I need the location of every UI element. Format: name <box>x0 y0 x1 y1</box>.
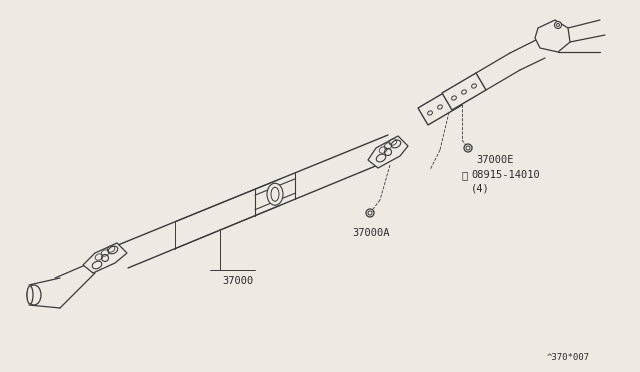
Ellipse shape <box>554 22 561 29</box>
Ellipse shape <box>428 111 433 115</box>
Ellipse shape <box>447 99 452 103</box>
Polygon shape <box>368 136 408 168</box>
Ellipse shape <box>391 140 401 148</box>
Ellipse shape <box>271 187 279 201</box>
Ellipse shape <box>461 90 467 94</box>
Ellipse shape <box>557 23 559 26</box>
Ellipse shape <box>466 146 470 150</box>
Ellipse shape <box>452 96 456 100</box>
Ellipse shape <box>368 211 372 215</box>
Text: ^370*007: ^370*007 <box>547 353 590 362</box>
Polygon shape <box>418 88 462 125</box>
Ellipse shape <box>376 154 386 162</box>
Text: (4): (4) <box>471 183 490 193</box>
Text: 37000A: 37000A <box>352 228 390 238</box>
Ellipse shape <box>102 254 109 262</box>
Ellipse shape <box>267 183 283 205</box>
Ellipse shape <box>92 261 102 269</box>
Polygon shape <box>535 20 570 52</box>
Ellipse shape <box>464 144 472 152</box>
Text: 37000: 37000 <box>222 276 253 286</box>
Polygon shape <box>83 243 127 273</box>
Polygon shape <box>442 73 486 110</box>
Ellipse shape <box>385 148 392 155</box>
Ellipse shape <box>27 285 41 305</box>
Ellipse shape <box>27 286 33 304</box>
Ellipse shape <box>438 105 442 109</box>
Text: 37000E: 37000E <box>476 155 513 165</box>
Ellipse shape <box>472 84 476 88</box>
Text: 08915-14010: 08915-14010 <box>471 170 540 180</box>
Ellipse shape <box>108 246 118 254</box>
Ellipse shape <box>366 209 374 217</box>
Text: Ⓦ: Ⓦ <box>461 170 467 180</box>
